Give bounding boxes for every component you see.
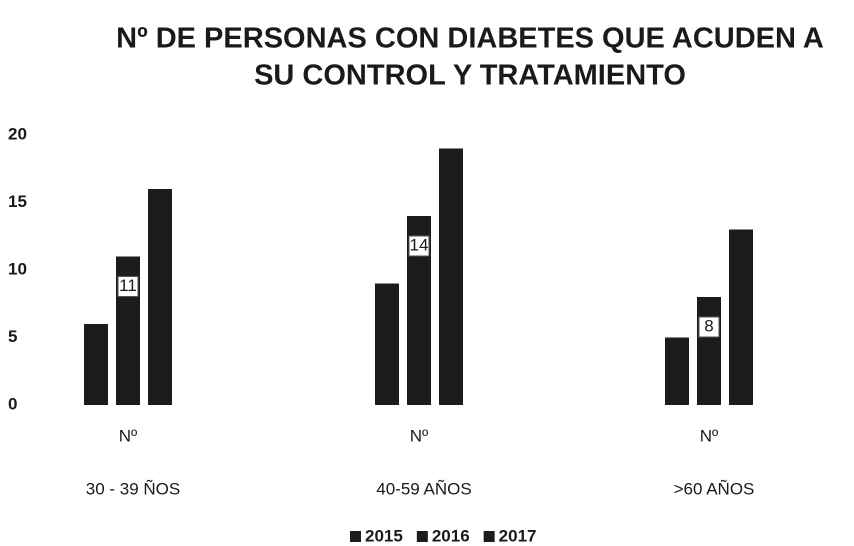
y-tick-label: 5 (8, 327, 17, 346)
bar (375, 283, 399, 405)
group-label: 30 - 39 ÑOS (86, 479, 181, 498)
bar (729, 229, 753, 405)
bar (148, 189, 172, 405)
bar (665, 337, 689, 405)
legend-swatch (350, 531, 361, 542)
legend-label: 2015 (365, 526, 403, 545)
x-tick-label: Nº (119, 426, 138, 445)
data-label-box (117, 276, 139, 297)
y-tick-label: 15 (8, 192, 27, 211)
x-tick-label: Nº (410, 426, 429, 445)
chart-title: SU CONTROL Y TRATAMIENTO (254, 60, 686, 92)
group-label: >60 AÑOS (674, 479, 755, 498)
bar (697, 297, 721, 405)
data-label: 11 (119, 276, 137, 295)
chart-title: Nº DE PERSONAS CON DIABETES QUE ACUDEN A (116, 23, 824, 55)
bar (439, 148, 463, 405)
legend-label: 2017 (499, 526, 537, 545)
y-tick-label: 10 (8, 259, 27, 278)
legend-swatch (483, 531, 495, 542)
bar (84, 324, 108, 405)
y-tick-label: 20 (8, 124, 27, 143)
legend-label: 2016 (432, 526, 470, 545)
legend-swatch (416, 531, 428, 542)
data-label-box (698, 316, 720, 338)
x-tick-label: Nº (700, 426, 719, 445)
data-label: 14 (410, 235, 429, 254)
data-label-box (408, 235, 430, 257)
group-label: 40-59 AÑOS (376, 479, 471, 498)
y-tick-label: 0 (8, 394, 17, 413)
data-label: 8 (704, 316, 713, 335)
